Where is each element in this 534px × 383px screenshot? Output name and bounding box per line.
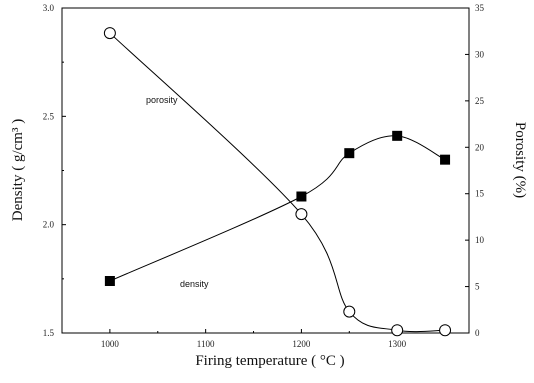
density-point bbox=[104, 276, 115, 286]
x-axis-title: Firing temperature ( °C ) bbox=[195, 353, 344, 369]
series-layer bbox=[103, 27, 452, 337]
porosity-point bbox=[343, 305, 356, 318]
y-right-axis-title: Porosity (%) bbox=[512, 122, 528, 198]
y-right-tick-label: 30 bbox=[475, 49, 485, 59]
y-right-tick-label: 15 bbox=[475, 189, 485, 199]
series-porosity bbox=[103, 27, 452, 337]
y-right-tick-label: 20 bbox=[475, 142, 485, 152]
y-left-tick-label: 1.5 bbox=[43, 328, 55, 338]
porosity-point bbox=[391, 324, 404, 337]
y-right-tick-label: 35 bbox=[475, 3, 485, 13]
density-point bbox=[440, 154, 451, 165]
y-right-tick-label: 5 bbox=[475, 282, 480, 292]
y-right-ticks: 0 5 10 15 20 25 30 35 bbox=[465, 3, 485, 338]
y-left-tick-label: 3.0 bbox=[43, 3, 55, 13]
x-tick-label: 1000 bbox=[101, 339, 120, 349]
y-left-tick-label: 2.5 bbox=[43, 111, 55, 121]
porosity-curve bbox=[109, 32, 446, 333]
porosity-annotation: porosity bbox=[146, 95, 178, 105]
x-tick-label: 1200 bbox=[292, 339, 311, 349]
porosity-point bbox=[439, 324, 452, 337]
y-left-tick-label: 2.0 bbox=[43, 220, 55, 230]
y-right-tick-label: 10 bbox=[475, 235, 485, 245]
y-left-axis-title: Density ( g/cm³ ) bbox=[10, 119, 26, 221]
density-point bbox=[392, 130, 403, 141]
density-curve bbox=[109, 135, 446, 282]
plot-frame bbox=[61, 7, 470, 334]
x-tick-label: 1300 bbox=[388, 339, 407, 349]
y-right-tick-label: 25 bbox=[475, 96, 485, 106]
density-annotation: density bbox=[180, 279, 209, 289]
density-point bbox=[344, 148, 355, 159]
porosity-point bbox=[295, 208, 308, 221]
density-point bbox=[296, 191, 307, 202]
porosity-point bbox=[103, 27, 116, 40]
series-density bbox=[104, 130, 451, 286]
y-right-tick-label: 0 bbox=[475, 328, 480, 338]
y-left-ticks: 1.5 2.0 2.5 3.0 bbox=[43, 3, 66, 338]
x-tick-label: 1100 bbox=[197, 339, 215, 349]
